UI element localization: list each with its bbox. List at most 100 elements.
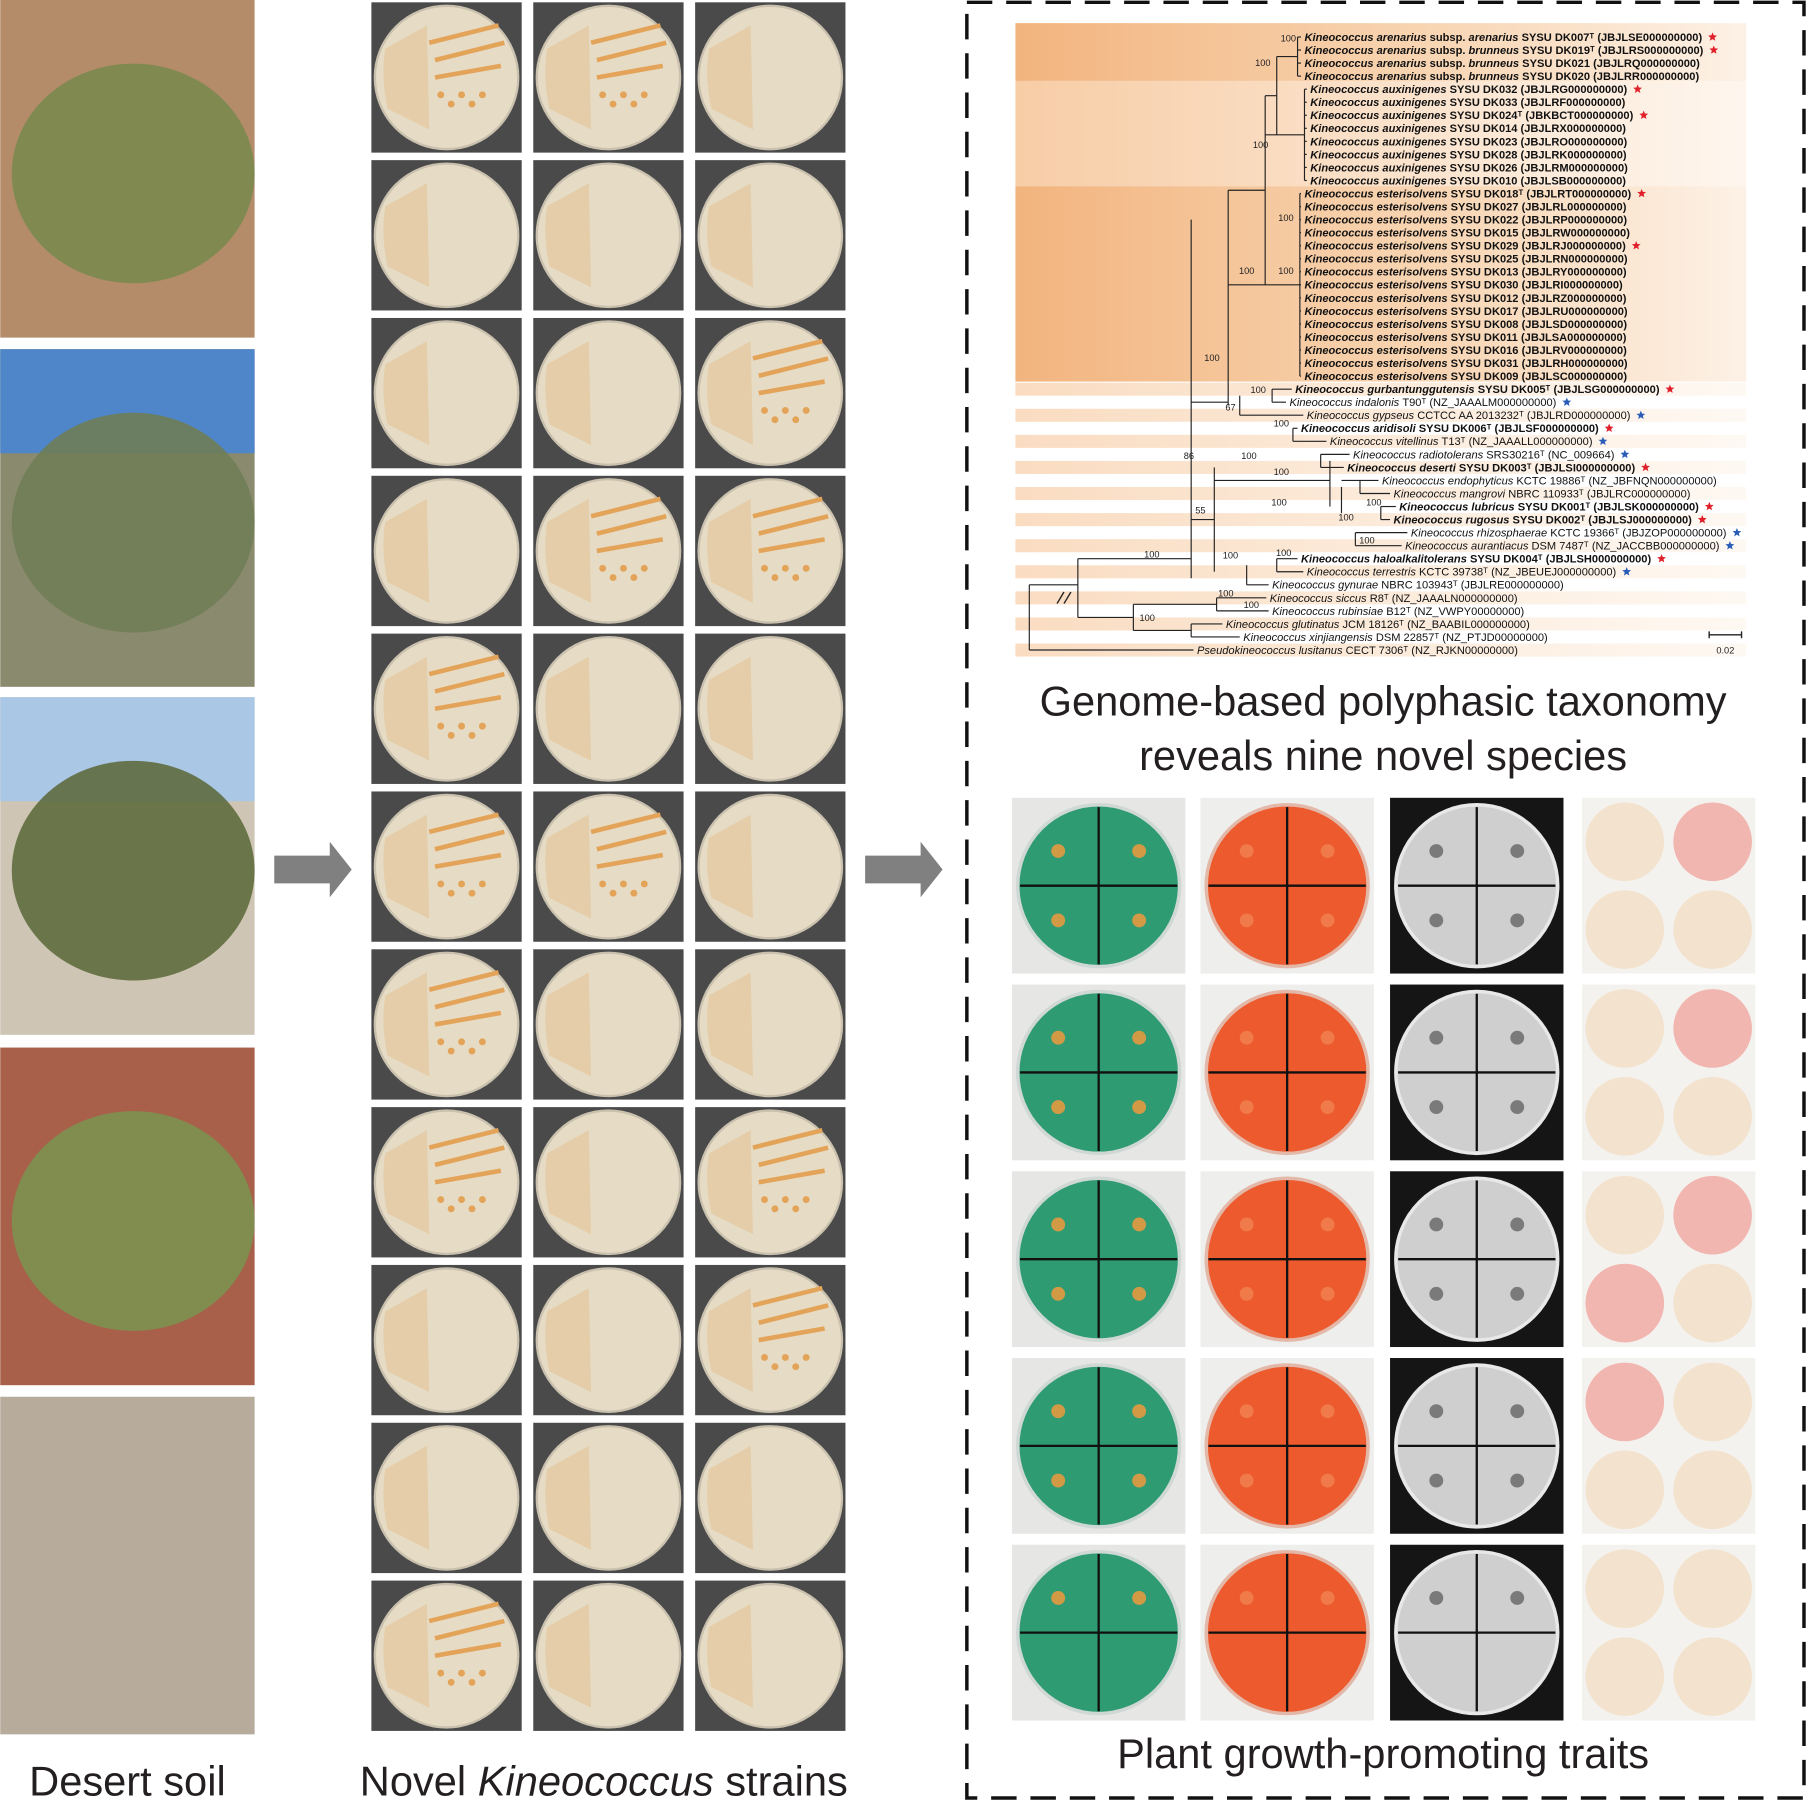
epithet: brunneus [1469, 71, 1520, 83]
culture-well [1673, 1362, 1752, 1442]
strain: SYSU DK023 [1450, 136, 1518, 148]
star [1704, 501, 1714, 511]
leaf-label: Kineococcus esterisolvens SYSU DK030 (JB… [1304, 280, 1623, 292]
leaf-label: Kineococcus lubricus SYSU DK001ᵀ (JBJLSK… [1399, 501, 1699, 513]
colony-streak [428, 1601, 505, 1659]
growth [707, 972, 753, 1077]
growth [707, 183, 753, 288]
leaf-label: Kineococcus radiotolerans SRS30216ᵀ (NC_… [1353, 449, 1614, 461]
accession: (JBJLRN000000000) [1522, 254, 1628, 266]
strain: SYSU DK026 [1450, 162, 1518, 174]
colony [478, 1038, 486, 1046]
colony-spot [1132, 1473, 1147, 1488]
species: Kineococcus esterisolvens [1304, 241, 1447, 253]
growth [707, 1130, 753, 1235]
strain: SYSU DK010 [1450, 175, 1518, 187]
bootstrap-value: 100 [1281, 34, 1296, 44]
strain: SYSU DK008 [1451, 319, 1519, 331]
culture-well [1585, 1263, 1665, 1343]
strain: DSM 7487ᵀ [1532, 541, 1589, 553]
colony [437, 880, 445, 888]
colony [781, 1353, 789, 1361]
species: Kineococcus mangrovi [1394, 488, 1506, 500]
leaf-label: Kineococcus haloalkalitolerans SYSU DK00… [1301, 554, 1651, 566]
bootstrap-value: 100 [1338, 512, 1353, 522]
branch-break [1056, 591, 1072, 604]
strain: SYSU DK018ᵀ [1451, 188, 1524, 200]
colony [761, 407, 768, 414]
leaf-label: Kineococcus arenarius subsp. brunneus SY… [1304, 58, 1700, 70]
colony-streak [752, 1127, 829, 1185]
clade-band [1015, 23, 1747, 81]
colony [640, 564, 648, 572]
scale-bar [1708, 631, 1743, 639]
star [1637, 188, 1647, 198]
colony [447, 100, 455, 108]
colony [437, 722, 445, 730]
strain: SYSU DK019ᵀ [1522, 45, 1595, 57]
colony [468, 1678, 476, 1686]
strain: SYSU DK031 [1451, 358, 1519, 370]
colony [792, 416, 800, 424]
colony-streak [428, 654, 505, 712]
accession: (JBJLSG000000000) [1553, 384, 1659, 396]
species: Kineococcus rugosus [1394, 515, 1510, 527]
strain: SYSU DK006ᵀ [1419, 423, 1492, 435]
clade-band [1015, 408, 1747, 422]
colony-spot [1051, 1404, 1066, 1419]
strain: SYSU DK017 [1451, 306, 1519, 318]
species: Kineococcus endophyticus [1382, 475, 1514, 487]
colony [468, 1047, 476, 1055]
leaf-label: Kineococcus terrestris KCTC 39738ᵀ (NZ_J… [1307, 567, 1616, 579]
colony-spot [1429, 913, 1444, 928]
colony [447, 1678, 455, 1686]
star [1604, 423, 1614, 432]
colony [609, 574, 617, 582]
colony-spot [1239, 913, 1254, 928]
leaf-label: Kineococcus gypseus CCTCC AA 2013232ᵀ (J… [1307, 410, 1631, 422]
colony [468, 731, 476, 739]
accession: (JBKBCT000000000) [1525, 110, 1633, 122]
strain: CCTCC AA 2013232ᵀ [1417, 410, 1524, 422]
photo-shrub [11, 1111, 255, 1331]
strain: KCTC 19366ᵀ [1550, 528, 1619, 540]
accession: (JBJLRG000000000) [1521, 84, 1628, 96]
leaf-label: Kineococcus xinjiangensis DSM 22857ᵀ (NZ… [1243, 632, 1548, 644]
star [1657, 554, 1666, 563]
accession: (JBJLSK000000000) [1593, 501, 1699, 513]
colony-spot [1051, 1030, 1066, 1045]
leaf-label: Kineococcus vitellinus T13ᵀ (NZ_JAAALL00… [1330, 436, 1593, 448]
colony [447, 731, 455, 739]
colony [478, 1196, 486, 1204]
strain: SYSU DK020 [1522, 71, 1590, 83]
caption: Plant growth-promoting traits [1117, 1730, 1649, 1777]
clade-band [1015, 460, 1747, 474]
species: Kineococcus esterisolvens [1304, 306, 1447, 318]
leaf-label: Kineococcus glutinatus JCM 18126ᵀ (NZ_BA… [1226, 619, 1530, 631]
photo-shrub [11, 63, 255, 284]
leaf-label: Kineococcus auxinigenes SYSU DK010 (JBJL… [1310, 175, 1626, 187]
colony-spot [1510, 1591, 1525, 1605]
accession: (JBJLRI000000000) [1522, 280, 1623, 292]
colony-streak [428, 812, 505, 869]
leaf-label: Kineococcus auxinigenes SYSU DK023 (JBJL… [1310, 136, 1627, 148]
bootstrap-value: 100 [1274, 419, 1289, 429]
accession: (NZ_JBFNQN000000000) [1588, 475, 1716, 487]
accession: (JBJLRH000000000) [1522, 358, 1628, 370]
colony-spot [1132, 913, 1147, 928]
growth [707, 656, 753, 761]
colony [478, 1669, 486, 1677]
species: Kineococcus esterisolvens [1304, 215, 1447, 227]
colony [781, 564, 789, 572]
star [1598, 436, 1608, 446]
species: Kineococcus auxinigenes [1310, 84, 1446, 96]
leaf-label: Kineococcus esterisolvens SYSU DK029 (JB… [1304, 241, 1626, 253]
leaf-label: Kineococcus auxinigenes SYSU DK028 (JBJL… [1310, 149, 1627, 161]
photo [0, 1396, 255, 1735]
culture-well [1585, 890, 1665, 969]
accession: (JBJLRR000000000) [1593, 71, 1699, 83]
culture-well [1585, 1450, 1665, 1530]
culture-well [1673, 1175, 1752, 1255]
colony [771, 1363, 779, 1371]
strain: SYSU DK009 [1451, 371, 1519, 383]
